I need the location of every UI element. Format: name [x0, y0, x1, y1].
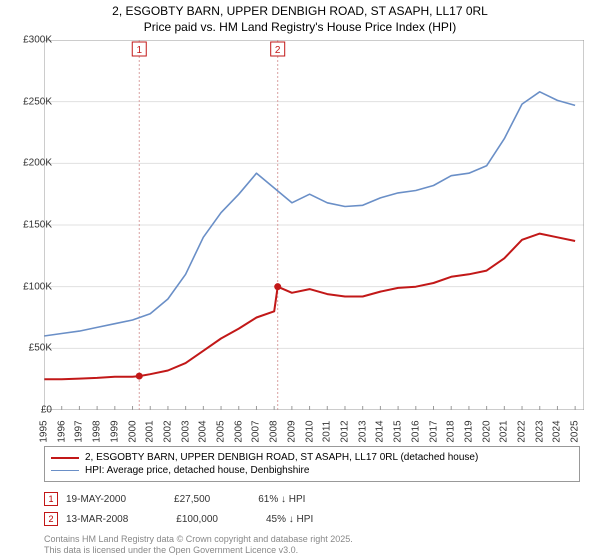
marker-box-2: 2: [44, 512, 58, 526]
x-tick-label: 2002: [162, 417, 173, 447]
x-tick-label: 1995: [39, 417, 50, 447]
x-tick-label: 1998: [92, 417, 103, 447]
x-tick-label: 2020: [481, 417, 492, 447]
x-tick-label: 1999: [109, 417, 120, 447]
x-tick-label: 2022: [517, 417, 528, 447]
chart-title-line1: 2, ESGOBTY BARN, UPPER DENBIGH ROAD, ST …: [0, 4, 600, 20]
x-tick-label: 2017: [428, 417, 439, 447]
x-tick-label: 2006: [233, 417, 244, 447]
y-tick-label: £100K: [8, 281, 52, 292]
chart-plot-area: 12: [44, 40, 584, 410]
marker-delta-1: 61% ↓ HPI: [258, 494, 305, 505]
x-tick-label: 2025: [570, 417, 581, 447]
legend-label-price: 2, ESGOBTY BARN, UPPER DENBIGH ROAD, ST …: [85, 452, 478, 463]
x-tick-label: 2011: [322, 417, 333, 447]
x-tick-label: 2023: [534, 417, 545, 447]
y-tick-label: £50K: [8, 343, 52, 354]
legend-label-hpi: HPI: Average price, detached house, Denb…: [85, 465, 309, 476]
marker-date-2: 13-MAR-2008: [66, 514, 128, 525]
svg-text:2: 2: [275, 45, 281, 56]
legend-swatch-price: [51, 457, 79, 459]
marker-price-2: £100,000: [176, 514, 218, 525]
x-tick-label: 2021: [499, 417, 510, 447]
x-tick-label: 2000: [127, 417, 138, 447]
x-tick-label: 2016: [410, 417, 421, 447]
y-tick-label: £250K: [8, 96, 52, 107]
legend: 2, ESGOBTY BARN, UPPER DENBIGH ROAD, ST …: [44, 446, 580, 482]
y-tick-label: £150K: [8, 220, 52, 231]
footer-line1: Contains HM Land Registry data © Crown c…: [44, 534, 353, 545]
x-tick-label: 2008: [269, 417, 280, 447]
marker-price-1: £27,500: [174, 494, 210, 505]
y-tick-label: £0: [8, 405, 52, 416]
legend-item-price: 2, ESGOBTY BARN, UPPER DENBIGH ROAD, ST …: [51, 451, 573, 464]
marker-date-1: 19-MAY-2000: [66, 494, 126, 505]
x-tick-label: 2001: [145, 417, 156, 447]
marker-row-1: 1 19-MAY-2000 £27,500 61% ↓ HPI: [44, 492, 305, 506]
x-tick-label: 2018: [446, 417, 457, 447]
x-tick-label: 2005: [216, 417, 227, 447]
legend-item-hpi: HPI: Average price, detached house, Denb…: [51, 464, 573, 477]
y-tick-label: £300K: [8, 35, 52, 46]
x-tick-label: 2013: [357, 417, 368, 447]
x-tick-label: 2003: [180, 417, 191, 447]
footer-attribution: Contains HM Land Registry data © Crown c…: [44, 534, 353, 556]
x-tick-label: 1996: [56, 417, 67, 447]
footer-line2: This data is licensed under the Open Gov…: [44, 545, 353, 556]
marker-box-1: 1: [44, 492, 58, 506]
x-tick-label: 2007: [251, 417, 262, 447]
x-tick-label: 2019: [463, 417, 474, 447]
x-tick-label: 2015: [393, 417, 404, 447]
x-tick-label: 1997: [74, 417, 85, 447]
x-tick-label: 2012: [339, 417, 350, 447]
x-tick-label: 2024: [552, 417, 563, 447]
y-tick-label: £200K: [8, 158, 52, 169]
x-tick-label: 2004: [198, 417, 209, 447]
svg-text:1: 1: [136, 45, 142, 56]
legend-swatch-hpi: [51, 470, 79, 471]
x-tick-label: 2009: [286, 417, 297, 447]
x-tick-label: 2014: [375, 417, 386, 447]
marker-row-2: 2 13-MAR-2008 £100,000 45% ↓ HPI: [44, 512, 313, 526]
x-tick-label: 2010: [304, 417, 315, 447]
chart-title-line2: Price paid vs. HM Land Registry's House …: [0, 20, 600, 36]
marker-delta-2: 45% ↓ HPI: [266, 514, 313, 525]
